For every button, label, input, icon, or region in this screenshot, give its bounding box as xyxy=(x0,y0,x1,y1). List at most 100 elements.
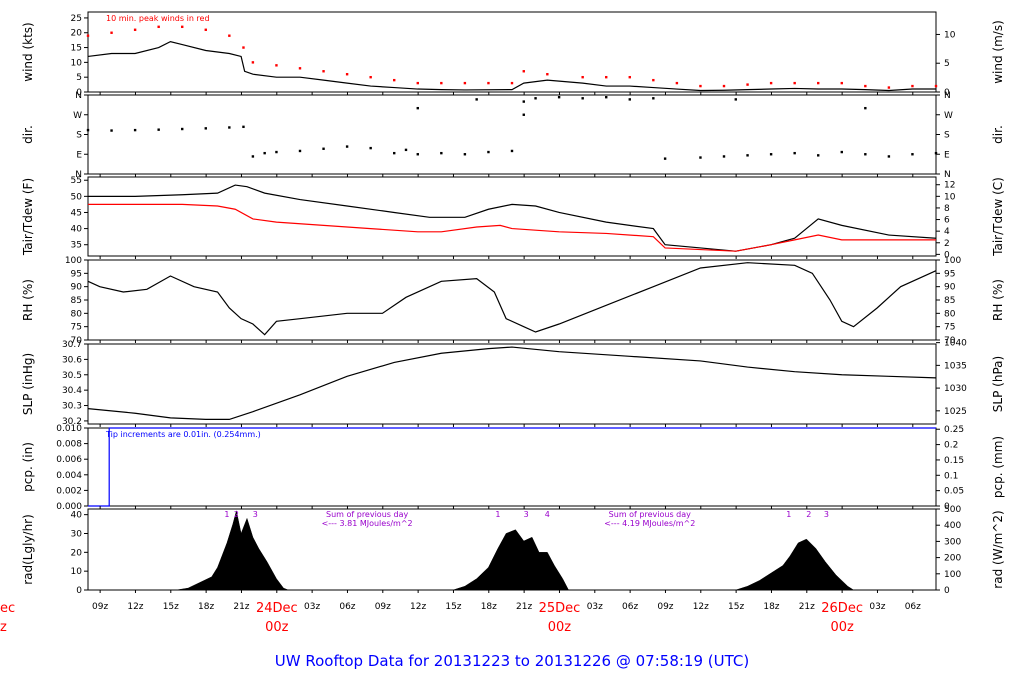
series-dir-0-point-5 xyxy=(204,127,207,130)
xtick-label-12: 21z xyxy=(516,602,532,612)
series-wind-1-point-16 xyxy=(440,81,443,85)
ylabel-right-rh: RH (%) xyxy=(991,279,1005,321)
series-dir-0-point-1 xyxy=(110,129,113,132)
ytick-right-label-slp-2: 1035 xyxy=(944,361,967,371)
ytick-label-rh-1: 75 xyxy=(71,323,82,333)
series-dir-0-point-36 xyxy=(840,150,843,154)
note-wind: 10 min. peak winds in red xyxy=(106,14,210,23)
ytick-label-slp-4: 30.6 xyxy=(62,355,82,365)
series-dir-0-point-31 xyxy=(722,155,726,158)
xtick-label-18: 15z xyxy=(728,602,744,612)
xtick-label-14: 03z xyxy=(587,602,603,612)
series-dir-0-point-38 xyxy=(887,155,891,158)
series-wind-1-point-25 xyxy=(652,78,655,82)
xtick-label-22: 03z xyxy=(869,602,885,612)
series-dir-0-point-40 xyxy=(934,151,938,155)
series-wind-1-point-10 xyxy=(298,67,302,70)
series-wind-1-point-12 xyxy=(345,73,349,76)
rad-note-1: <--- 3.81 MJoules/m^2 xyxy=(322,519,413,528)
ylabel-right-slp: SLP (hPa) xyxy=(991,356,1005,412)
series-wind-1-point-31 xyxy=(793,81,796,85)
series-dir-0-point-43 xyxy=(522,113,525,116)
ytick-right-label-pcp-2: 0.1 xyxy=(944,471,958,481)
ytick-right-label-wind-0: 0 xyxy=(944,88,950,98)
series-wind-1-point-34 xyxy=(864,84,867,88)
ytick-right-label-dir-3: W xyxy=(944,111,953,121)
ytick-label-dir-1: E xyxy=(76,150,82,160)
series-wind-1-point-19 xyxy=(510,81,514,85)
series-dir-0-point-6 xyxy=(228,126,231,129)
ylabel-right-rad: rad (W/m^2) xyxy=(991,510,1005,588)
xtick-label-11: 18z xyxy=(481,602,497,612)
ytick-label-pcp-1: 0.002 xyxy=(56,486,82,496)
series-wind-1-point-27 xyxy=(699,84,702,88)
ytick-label-temp-3: 50 xyxy=(71,192,83,202)
day-label-0: 24Dec xyxy=(256,601,298,616)
series-dir-0-point-27 xyxy=(628,98,631,101)
ytick-right-label-slp-3: 1040 xyxy=(944,339,967,349)
ytick-label-rh-3: 85 xyxy=(71,296,82,306)
ytick-right-label-rad-2: 200 xyxy=(944,554,961,564)
series-dir-0-point-24 xyxy=(557,95,561,99)
series-dir-0-point-29 xyxy=(663,157,667,160)
ytick-right-label-pcp-1: 0.05 xyxy=(944,487,964,497)
series-rad-0 xyxy=(176,510,936,591)
series-dir-0-point-19 xyxy=(463,153,467,156)
series-wind-1-point-3 xyxy=(157,25,160,29)
ytick-right-label-rad-4: 400 xyxy=(944,521,961,531)
rad-marker-1: 2 xyxy=(234,510,239,519)
ytick-right-label-temp-3: 6 xyxy=(944,216,950,226)
rad-note-2: Sum of previous day xyxy=(609,510,691,519)
ytick-right-label-rad-3: 300 xyxy=(944,537,961,547)
series-dir-0-point-10 xyxy=(275,150,278,154)
series-rh-0 xyxy=(87,262,937,336)
rad-marker-2: 3 xyxy=(253,510,258,519)
series-wind-1-point-23 xyxy=(605,75,608,79)
series-wind-1-point-22 xyxy=(581,75,584,79)
series-dir-0-point-35 xyxy=(817,154,820,157)
ylabel-temp: Tair/Tdew (F) xyxy=(21,178,35,256)
series-wind-1-point-15 xyxy=(416,81,419,85)
series-wind-1-point-37 xyxy=(934,84,938,88)
series-wind-1-point-17 xyxy=(463,81,467,85)
ytick-label-dir-2: S xyxy=(76,131,82,141)
series-dir-0-point-39 xyxy=(911,153,914,156)
ytick-right-label-rh-4: 90 xyxy=(944,283,956,293)
ytick-label-wind-3: 15 xyxy=(71,44,82,54)
series-wind-1-point-29 xyxy=(746,83,749,86)
ytick-label-slp-3: 30.5 xyxy=(62,371,82,381)
series-dir-0-point-7 xyxy=(242,125,245,129)
ytick-label-rad-0: 0 xyxy=(76,586,82,596)
series-wind-1-point-7 xyxy=(242,46,245,49)
ytick-label-rh-0: 70 xyxy=(71,336,83,346)
series-wind-1-point-28 xyxy=(722,84,726,88)
series-wind-1-point-20 xyxy=(522,70,525,73)
xtick-label-17: 12z xyxy=(693,602,709,612)
ytick-label-temp-0: 35 xyxy=(71,241,82,251)
ytick-label-rh-6: 100 xyxy=(65,256,82,266)
ylabel-dir: dir. xyxy=(21,125,35,144)
ytick-right-label-rad-1: 100 xyxy=(944,570,961,580)
series-dir-0-point-37 xyxy=(864,153,867,156)
series-dir-0-point-33 xyxy=(769,153,773,156)
series-dir-0-point-17 xyxy=(416,153,419,156)
ylabel-pcp: pcp. (in) xyxy=(21,442,35,492)
xtick-label-6: 03z xyxy=(304,602,320,612)
ytick-label-rh-4: 90 xyxy=(71,283,83,293)
ylabel-right-pcp: pcp. (mm) xyxy=(991,436,1005,498)
xtick-label-16: 09z xyxy=(657,602,673,612)
day-label-1: 25Dec xyxy=(539,601,581,616)
ytick-label-wind-5: 25 xyxy=(71,14,82,24)
xtick-label-1: 12z xyxy=(127,602,143,612)
series-wind-1-point-4 xyxy=(181,25,184,29)
ytick-right-label-wind-2: 10 xyxy=(944,30,956,40)
panel-frame-slp xyxy=(87,343,937,425)
series-wind-1-point-32 xyxy=(817,81,820,85)
ytick-label-dir-4: N xyxy=(75,91,82,101)
series-dir-0-point-12 xyxy=(322,147,325,150)
ytick-label-rad-2: 20 xyxy=(71,548,83,558)
ylabel-right-temp: Tair/Tdew (C) xyxy=(991,177,1005,257)
rad-marker-5: 4 xyxy=(545,510,550,519)
rad-marker-8: 3 xyxy=(824,510,829,519)
